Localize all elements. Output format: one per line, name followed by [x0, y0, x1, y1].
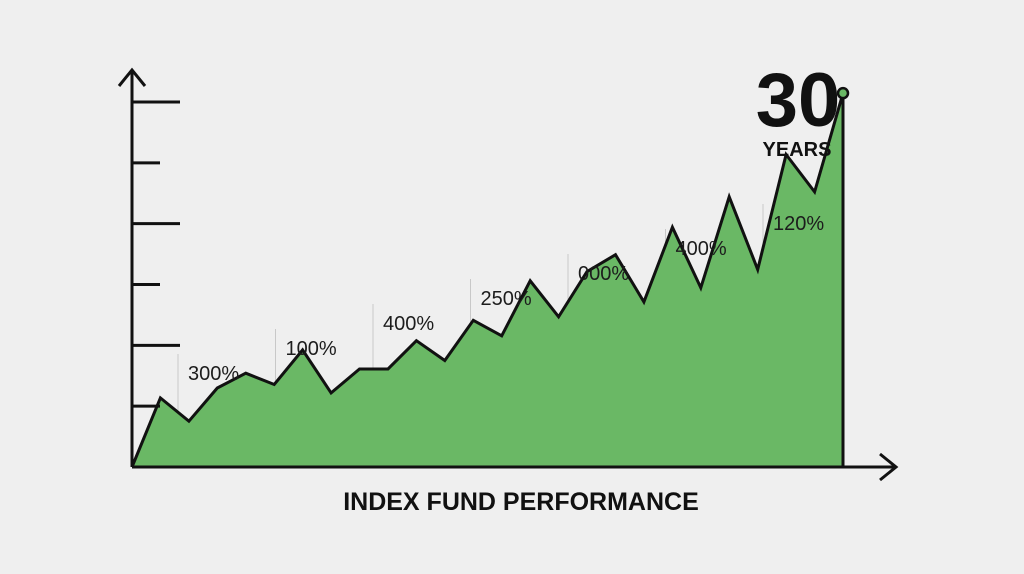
area-fill: [132, 93, 843, 467]
end-point-marker: [836, 86, 850, 100]
series-line: [130, 92, 845, 468]
annotation-label: 400%: [383, 313, 434, 335]
annotation-label: 250%: [481, 288, 532, 310]
annotation-labels: 300% 100% 400% 250% 000% 400% 120%: [188, 213, 824, 385]
period-unit: YEARS: [763, 139, 832, 161]
annotation-label: 400%: [676, 238, 727, 260]
y-axis-arrow: [117, 67, 147, 87]
period-value: 30: [756, 58, 841, 143]
annotation-label: 100%: [286, 338, 337, 360]
annotation-label: 000%: [578, 263, 629, 285]
annotation-label: 300%: [188, 363, 239, 385]
chart-title: INDEX FUND PERFORMANCE: [343, 488, 699, 516]
annotation-label: 120%: [773, 213, 824, 235]
x-axis-arrow: [879, 452, 899, 482]
axes: [117, 67, 899, 482]
area-layer: [130, 86, 850, 468]
y-ticks: [132, 100, 180, 408]
